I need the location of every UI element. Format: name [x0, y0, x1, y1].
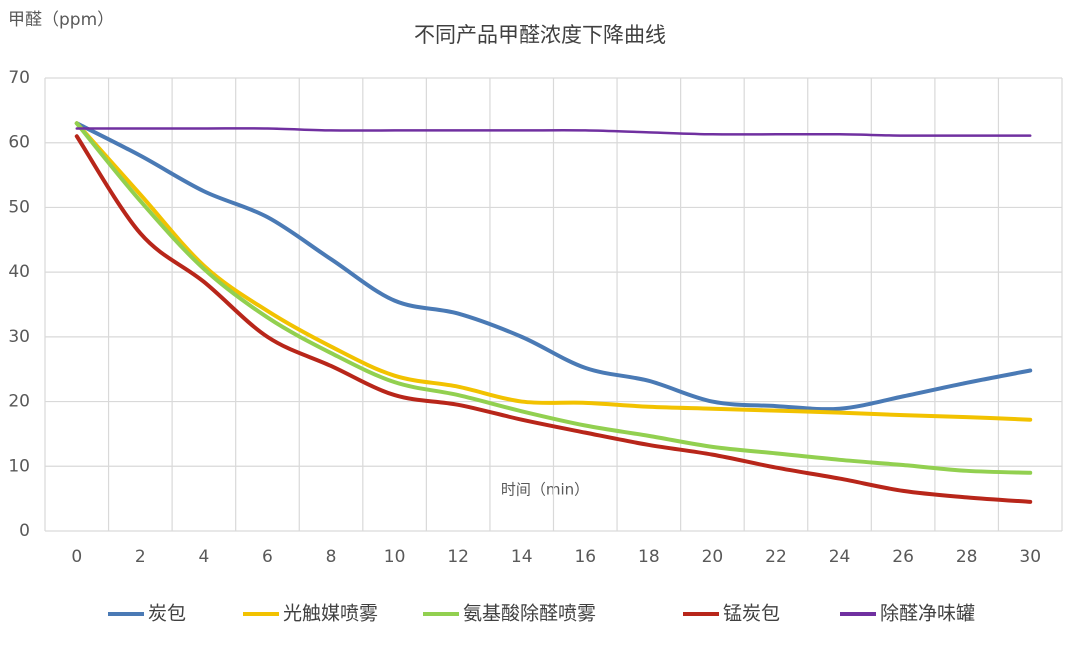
x-axis-label: 时间（min） [501, 481, 589, 499]
chart-title: 不同产品甲醛浓度下降曲线 [414, 23, 666, 47]
y-tick-label: 30 [8, 327, 30, 347]
line-series [75, 127, 1032, 137]
y-axis-label: 甲醛（ppm） [8, 10, 114, 30]
x-tick-label: 2 [135, 547, 146, 567]
y-tick-label: 60 [8, 133, 30, 153]
x-tick-label: 22 [765, 547, 787, 567]
y-tick-label: 40 [8, 262, 30, 282]
legend-label: 光触媒喷雾 [283, 603, 378, 625]
x-tick-label: 10 [384, 547, 406, 567]
x-tick-label: 20 [702, 547, 724, 567]
line-series [74, 121, 1033, 475]
y-tick-label: 20 [8, 392, 30, 412]
y-tick-label: 0 [19, 521, 30, 541]
x-tick-label: 24 [829, 547, 851, 567]
y-tick-label: 10 [8, 456, 30, 476]
x-tick-label: 6 [262, 547, 273, 567]
legend-label: 除醛净味罐 [880, 603, 975, 625]
y-tick-label: 70 [8, 68, 30, 88]
x-tick-label: 0 [71, 547, 82, 567]
x-tick-label: 14 [511, 547, 533, 567]
legend-label: 氨基酸除醛喷雾 [463, 603, 596, 625]
legend-label: 锰炭包 [723, 603, 780, 625]
x-tick-label: 16 [574, 547, 596, 567]
x-tick-label: 28 [956, 547, 978, 567]
line-series [74, 134, 1033, 504]
x-tick-label: 8 [326, 547, 337, 567]
y-tick-label: 50 [8, 197, 30, 217]
x-tick-label: 4 [198, 547, 209, 567]
legend-label: 炭包 [148, 603, 186, 625]
x-tick-label: 12 [447, 547, 469, 567]
x-tick-label: 30 [1019, 547, 1041, 567]
line-series [74, 121, 1033, 412]
x-tick-label: 18 [638, 547, 660, 567]
x-tick-label: 26 [892, 547, 914, 567]
line-series [74, 121, 1033, 422]
